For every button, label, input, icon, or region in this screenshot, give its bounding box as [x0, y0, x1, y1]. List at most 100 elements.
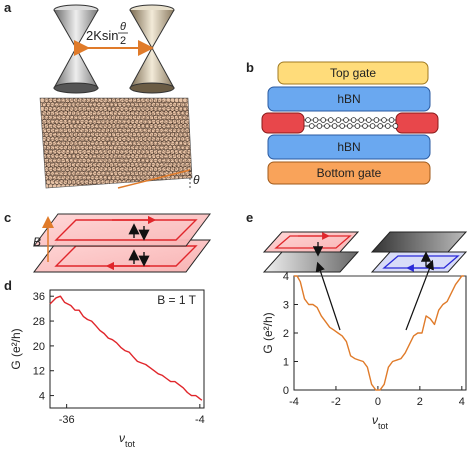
lattice-atom [176, 98, 182, 99]
lattice-atom-top [113, 124, 118, 129]
lattice-atom-top [127, 165, 132, 170]
lattice-atom-top [123, 98, 128, 100]
lattice-atom-top [95, 98, 100, 101]
lattice-atom [200, 184, 205, 189]
lattice-atom-top [169, 101, 173, 105]
lattice-atom-top [171, 153, 176, 158]
lattice-atom-top [191, 108, 192, 112]
lattice-atom-top [107, 141, 111, 146]
lattice-atom-top [156, 99, 161, 104]
panel-e-label: e [246, 210, 253, 225]
lattice-atom-top [205, 123, 208, 126]
lattice-atom-top [64, 131, 68, 136]
lattice-atom-top [176, 189, 179, 192]
lattice-atom-top [160, 156, 165, 161]
lattice-atom-top [168, 109, 172, 114]
lattice-atom [195, 158, 200, 163]
lattice-atom-top [96, 157, 101, 162]
lattice-atom-top [131, 118, 135, 122]
lattice-atom-top [112, 98, 117, 103]
lattice-atom-top [57, 170, 61, 174]
lattice-atom-top [159, 143, 164, 148]
lattice-atom-top [65, 158, 69, 162]
lattice-atom-top [116, 120, 120, 125]
lattice-atom [195, 167, 200, 172]
series-line [294, 275, 464, 391]
lattice-atom-top [124, 100, 129, 104]
lattice-atom-top [158, 152, 163, 156]
lattice-atom [197, 137, 202, 142]
lattice-atom-top [83, 177, 88, 182]
lattice-atom-top [104, 132, 108, 137]
lattice-atom-top [57, 100, 61, 105]
lattice-atom-top [119, 108, 124, 112]
lattice-atom-top [98, 140, 103, 145]
lattice-atom-top [92, 109, 96, 113]
lattice-atom-top [81, 112, 85, 116]
lattice-atom-top [152, 190, 155, 193]
lattice-atom-top [173, 101, 178, 106]
chain-atom [392, 123, 399, 129]
separation-theta: θ [120, 21, 126, 33]
lattice-atom-top [125, 169, 129, 174]
lattice-atom-top [154, 103, 158, 108]
lattice-atom-top [117, 146, 121, 151]
right-contact [395, 112, 439, 134]
lattice-atom-top [83, 142, 88, 147]
lattice-atom-top [60, 157, 65, 162]
chain-atom [350, 117, 357, 123]
lattice-atom-top [180, 167, 184, 172]
lattice-atom-top [163, 165, 168, 170]
lattice-atom-top [170, 127, 174, 132]
lattice-atom-top [100, 166, 104, 171]
lattice-atom-top [71, 94, 74, 97]
lattice-atom [92, 98, 98, 99]
lattice-atom-top [119, 129, 123, 134]
lattice-atom-top [144, 132, 148, 137]
lattice-atom-top [87, 165, 92, 169]
lattice-atom [34, 102, 39, 107]
lattice-atom-top [106, 149, 110, 154]
lattice-atom-top [195, 152, 198, 155]
twist-angle-label: θ [193, 173, 200, 187]
lattice-atom-top [116, 155, 120, 160]
lattice-atom-top [84, 156, 89, 160]
lattice-atom [200, 158, 205, 163]
lattice-atom [96, 98, 102, 99]
lattice-atom-top [106, 115, 110, 119]
lattice-atom-top [54, 92, 57, 95]
lattice-atom-top [198, 114, 201, 117]
lattice-atom-top [47, 164, 52, 169]
lattice-atom-top [188, 190, 191, 193]
lattice-atom-top [134, 140, 139, 145]
lattice-atom-top [105, 102, 110, 106]
lattice-atom-top [156, 134, 161, 139]
lattice-atom [117, 98, 123, 99]
lattice-atom-top [204, 132, 207, 135]
lattice-atom-top [151, 107, 156, 112]
lattice-atom-top [186, 185, 191, 188]
lattice-atom-top [155, 108, 160, 112]
lattice-atom-top [107, 106, 111, 111]
lattice-atom [163, 98, 169, 99]
lattice-atom-top [148, 98, 153, 103]
lattice-atom-top [107, 94, 110, 97]
lattice-atom-top [40, 176, 44, 181]
lattice-atom-top [52, 143, 56, 148]
lattice-atom [200, 132, 205, 137]
lattice-atom-top [93, 148, 98, 153]
lattice-atom-top [54, 139, 59, 144]
lattice-atom-top [166, 105, 171, 109]
lattice-atom-top [61, 114, 66, 118]
lattice-atom-top [200, 179, 203, 182]
lattice-atom-top [48, 156, 53, 160]
lattice-atom-top [72, 98, 76, 102]
lattice-atom-top [157, 182, 162, 186]
lattice-atom-top [92, 178, 96, 183]
lattice-atom-top [178, 115, 182, 119]
lattice-atom-top [196, 131, 199, 134]
lattice-atom-top [170, 105, 175, 110]
lattice-atom-top [120, 134, 125, 139]
lattice-atom-top [177, 158, 181, 163]
lattice-atom [193, 102, 198, 107]
